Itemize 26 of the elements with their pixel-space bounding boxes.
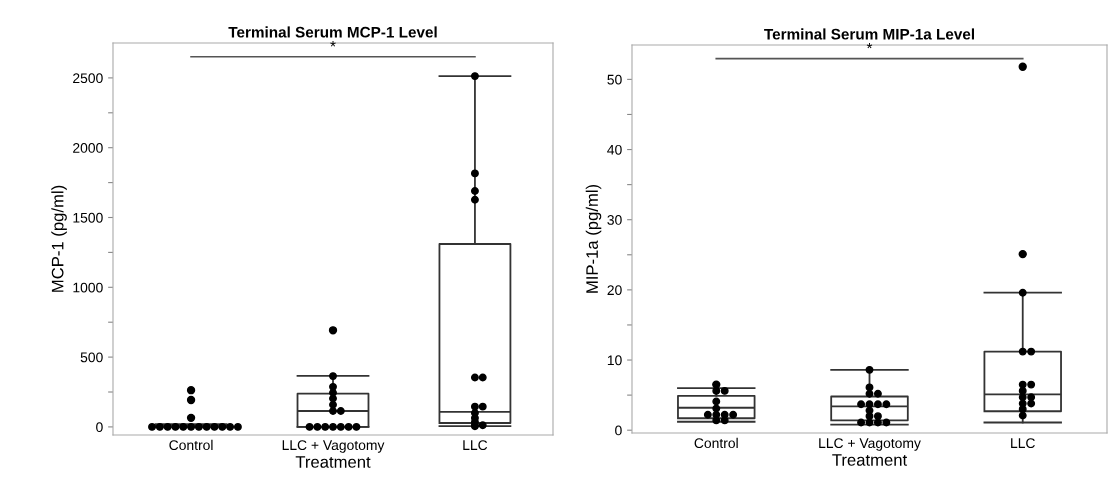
x-tick-label: LLC + Vagotomy (282, 440, 385, 453)
x-axis-title: Treatment (295, 456, 371, 468)
chart-title: Terminal Serum MIP-1a Level (764, 28, 974, 40)
y-tick-label: 1000 (73, 282, 103, 293)
chart-title: Terminal Serum MCP-1 Level (228, 26, 437, 38)
y-tick-label: 2000 (73, 143, 103, 153)
y-tick-label: 40 (607, 144, 622, 155)
x-tick-label: Control (169, 439, 213, 451)
y-tick-label: 1500 (73, 212, 103, 223)
y-tick-label: 10 (607, 355, 622, 366)
y-tick-label: 2500 (73, 73, 103, 84)
x-tick-label: LLC + Vagotomy (819, 438, 921, 451)
x-tick-label: LLC (463, 440, 488, 451)
y-tick-label: 500 (80, 352, 103, 363)
x-tick-label: LLC (1011, 438, 1035, 449)
x-axis-title: Treatment (832, 454, 908, 466)
y-axis-title: MIP-1a (pg/ml) (585, 184, 602, 293)
annotation: * (330, 41, 336, 47)
annotation: * (866, 42, 873, 49)
y-tick-label: 20 (607, 285, 622, 296)
y-axis-title: MCP-1 (pg/ml) (51, 185, 67, 292)
y-tick-label: 30 (607, 215, 622, 225)
y-tick-label: 0 (615, 425, 622, 436)
y-tick-label: 50 (607, 74, 622, 85)
y-tick-label: 0 (96, 422, 103, 433)
x-tick-label: Control (694, 437, 738, 449)
